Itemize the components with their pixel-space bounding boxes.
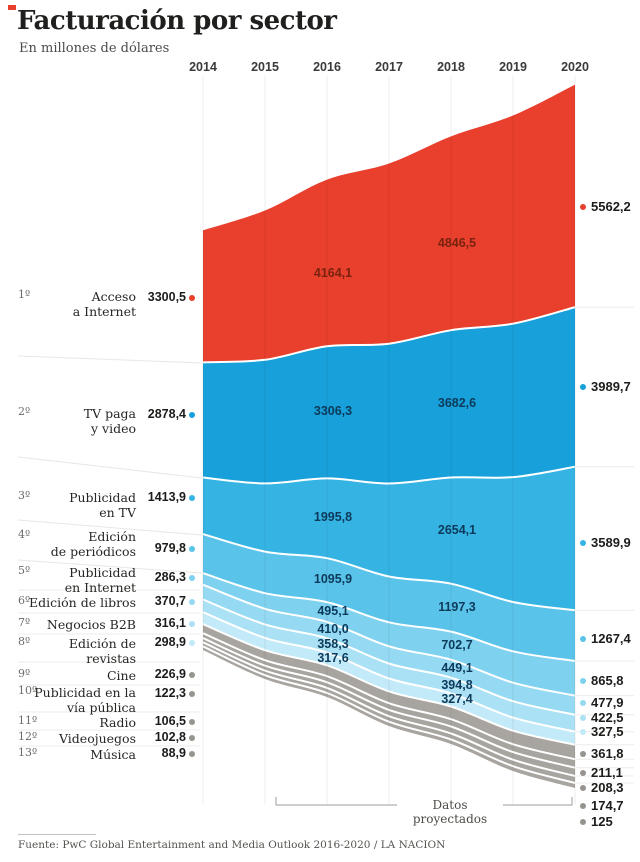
layer-separator xyxy=(202,572,576,662)
projection-note: Datos proyectados xyxy=(412,798,488,826)
source-divider xyxy=(18,834,96,835)
area-layer-tv-paga-y-video xyxy=(203,307,575,484)
layer-separator xyxy=(202,583,576,697)
layer-separator xyxy=(202,632,576,761)
projection-bracket xyxy=(275,797,573,806)
row-divider-line xyxy=(17,519,203,536)
area-layer-negocios-b2b xyxy=(203,599,575,732)
area-layer-edici-n-de-libros xyxy=(203,584,575,715)
layer-separator xyxy=(202,598,576,716)
source-text: Fuente: PwC Global Entertainment and Med… xyxy=(18,839,446,851)
layer-separator xyxy=(202,641,576,777)
layer-separator xyxy=(202,306,576,364)
area-layer-publicidad-en-tv xyxy=(203,466,575,611)
layer-separator xyxy=(202,465,576,485)
corner-mark xyxy=(8,5,16,10)
area-layer-publicidad-en-internet xyxy=(203,573,575,696)
layer-separator xyxy=(202,637,576,769)
area-layer-radio xyxy=(203,638,575,777)
layer-separator xyxy=(202,533,576,612)
layer-separator xyxy=(202,611,576,733)
area-layer-videojuegos xyxy=(203,642,575,783)
layer-separator xyxy=(202,623,576,746)
area-layer-acceso-a-internet xyxy=(203,84,575,363)
row-divider-line xyxy=(17,355,203,364)
page-title: Facturación por sector xyxy=(17,6,337,36)
layer-separator xyxy=(202,645,576,784)
row-divider-line xyxy=(17,559,203,574)
row-divider-line xyxy=(17,456,203,479)
area-layer-edici-n-de-peri-dicos xyxy=(203,534,575,662)
area-layer-publicidad-en-la-v-a-p-blica xyxy=(203,633,575,768)
page-subtitle: En millones de dólares xyxy=(19,41,170,56)
